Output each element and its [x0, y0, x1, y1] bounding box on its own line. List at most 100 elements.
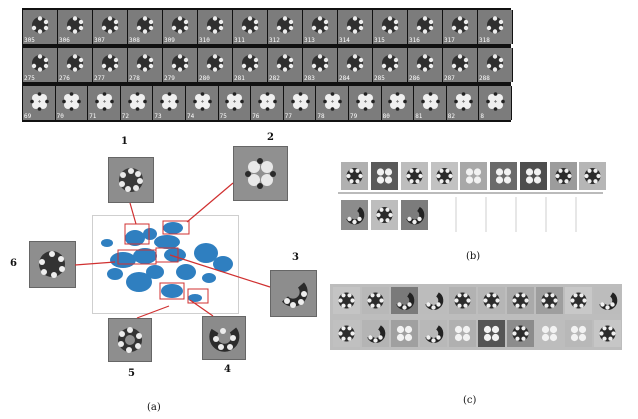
label-1: 1 [121, 136, 128, 147]
class-average-tile: 316 [408, 10, 443, 44]
ring-particle-icon [486, 16, 504, 34]
label-2: 2 [267, 132, 274, 143]
ring-particle-icon [206, 16, 224, 34]
class-average-tile [362, 320, 389, 347]
class-average-tile: 318 [478, 10, 513, 44]
ring-particle-icon [346, 54, 364, 72]
class-average-tile: 81 [414, 86, 447, 120]
class-average-tile: 285 [373, 48, 408, 82]
tetramer-particle-icon [225, 92, 245, 112]
tile-index-label: 278 [129, 75, 140, 82]
tetramer-particle-icon [421, 92, 440, 112]
tile-index-label: 305 [24, 37, 35, 44]
tile-index-label: 285 [374, 75, 385, 82]
label-6: 6 [10, 258, 17, 269]
ring-particle-icon [451, 54, 469, 72]
class-average-tile [579, 162, 606, 190]
class-image-2 [233, 146, 288, 201]
tetramer-particle-icon [388, 92, 408, 112]
ring-particle-icon [171, 16, 189, 34]
ring-particle-icon [276, 16, 294, 34]
open-ring-particle-icon [271, 271, 316, 316]
tetramer-particle-icon [160, 92, 179, 112]
class-average-tile [362, 287, 389, 314]
label-4: 4 [224, 364, 231, 375]
class-image-4 [202, 316, 246, 360]
tile-index-label: 70 [56, 113, 64, 120]
class-average-tile [401, 200, 428, 230]
ring-particle-icon [136, 54, 154, 72]
caption-c: (c) [463, 395, 477, 406]
ring-particle-icon [241, 54, 259, 72]
class-average-tile: 279 [163, 48, 198, 82]
class-average-tile [594, 287, 621, 314]
ring-particle-icon [381, 16, 399, 34]
ring-particle-icon [101, 54, 119, 72]
class-average-tile [420, 320, 447, 347]
class-average-tile: 315 [373, 10, 408, 44]
tile-index-label: 288 [479, 75, 490, 82]
tile-index-label: 309 [164, 37, 175, 44]
ring-particle-icon [451, 16, 469, 34]
class-average-tile [449, 287, 476, 314]
tile-index-label: 287 [444, 75, 455, 82]
tile-index-label: 277 [94, 75, 105, 82]
class-average-tile [536, 320, 563, 347]
tile-index-label: 81 [415, 113, 423, 120]
tile-index-label: 72 [121, 113, 130, 120]
class-average-tile: 288 [478, 48, 513, 82]
class-average-tile: 69 [23, 86, 56, 120]
class-average-tile: 73 [153, 86, 186, 120]
class-average-tile [371, 162, 398, 190]
class-average-tile [550, 162, 577, 190]
tetramer-particle-icon [453, 92, 473, 112]
tile-index-label: 77 [284, 113, 293, 120]
class-average-tile: 72 [120, 86, 154, 120]
ring-particle-icon [311, 54, 329, 72]
class-average-tile: 311 [233, 10, 268, 44]
tile-index-label: 314 [339, 37, 350, 44]
tile-index-label: 71 [89, 113, 97, 120]
ring-particle-icon [416, 16, 434, 34]
tetramer-particle-icon [486, 92, 505, 112]
tile-index-label: 78 [317, 113, 325, 120]
tile-index-label: 76 [252, 113, 260, 120]
class-average-tile [565, 320, 592, 347]
class-average-tile [594, 320, 621, 347]
tile-index-label: 74 [187, 113, 195, 120]
class-average-tile: 8 [479, 86, 512, 120]
ring-particle-icon [30, 242, 75, 287]
ring-particle-icon [31, 16, 49, 34]
class-average-tile [507, 320, 534, 347]
class-average-tile: 283 [303, 48, 338, 82]
class-average-tile [420, 287, 447, 314]
class-average-tile: 78 [316, 86, 349, 120]
class-average-tile [431, 162, 458, 190]
tile-index-label: 8 [480, 113, 485, 120]
panel-c-gallery [330, 284, 622, 350]
ring-particle-icon [241, 16, 259, 34]
class-average-tile: 280 [198, 48, 233, 82]
ring-particle-icon [31, 54, 49, 72]
tile-index-label: 80 [382, 113, 390, 120]
ring-particle-icon [66, 16, 84, 34]
class-average-tile: 76 [251, 86, 284, 120]
class-average-tile: 275 [23, 48, 58, 82]
tetramer-particle-icon [29, 92, 49, 112]
tetramer-particle-icon [127, 92, 147, 112]
tile-index-label: 308 [129, 37, 140, 44]
class-average-tile: 79 [349, 86, 382, 120]
ring-particle-icon [101, 16, 119, 34]
class-average-tile: 71 [88, 86, 121, 120]
class-average-tile [565, 287, 592, 314]
tile-index-label: 312 [269, 37, 280, 44]
class-average-tile [507, 287, 534, 314]
class-average-tile: 306 [58, 10, 93, 44]
ring-particle-icon [66, 54, 84, 72]
tile-index-label: 317 [444, 37, 455, 44]
class-average-tile [449, 320, 476, 347]
class-average-tile [520, 162, 547, 190]
tile-index-label: 275 [24, 75, 35, 82]
ring-particle-icon [381, 54, 399, 72]
tetramer-particle-icon [62, 92, 82, 112]
